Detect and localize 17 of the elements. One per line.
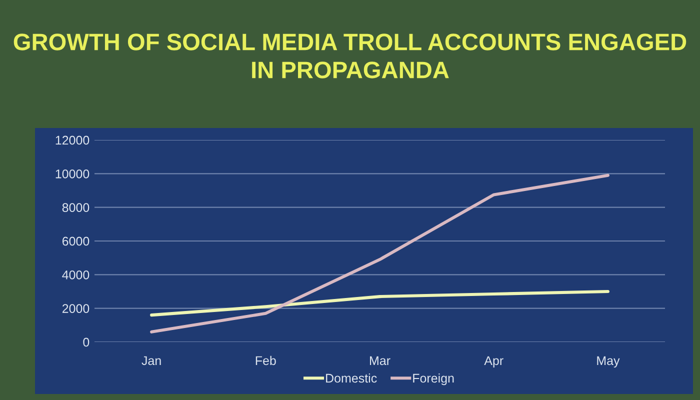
- y-tick-label: 2000: [62, 304, 90, 313]
- x-tick-label: Apr: [484, 356, 504, 368]
- y-tick-label: 10000: [56, 169, 90, 178]
- y-tick-label: 12000: [56, 136, 90, 145]
- y-tick-label: 8000: [62, 203, 90, 212]
- x-tick-label: Mar: [370, 356, 390, 366]
- chart-title: GROWTH OF SOCIAL MEDIA TROLL ACCOUNTS ENGAGED IN PROPAGANDA: [14, 34, 686, 78]
- legend-label: Domestic: [326, 373, 377, 383]
- x-tick-label: Jan: [142, 356, 161, 366]
- y-tick-label: 4000: [62, 270, 90, 280]
- legend-label: Foreign: [413, 373, 454, 386]
- line-series: [150, 290, 610, 317]
- x-tick-label: May: [597, 356, 620, 368]
- line-series: [150, 174, 610, 334]
- y-tick-label: 0: [83, 338, 90, 347]
- x-tick-label: Feb: [256, 356, 276, 366]
- y-tick-label: 6000: [62, 236, 90, 246]
